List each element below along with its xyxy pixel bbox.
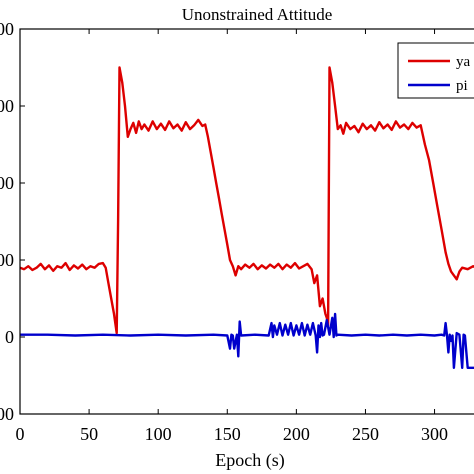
chart-title: Unonstrained Attitude [182,5,333,24]
x-tick-label: 150 [214,424,241,444]
y-tick-label: 00 [0,19,14,39]
x-tick-label: 200 [283,424,310,444]
x-tick-label: 300 [421,424,448,444]
series-layer [20,66,474,369]
legend-label-ya: ya [456,54,471,70]
y-tick-label: 00 [0,250,14,270]
y-tick-label: 00 [0,404,14,424]
legend-box [397,42,474,99]
x-tick-label: 250 [352,424,379,444]
x-axis-label: Epoch (s) [215,450,284,471]
x-tick-label: 0 [16,424,25,444]
legend: ya pi [397,42,474,99]
legend-label-pi: pi [456,78,468,94]
y-tick-label: 00 [0,96,14,116]
plot-frame [19,28,474,415]
x-tick-label: 50 [80,424,98,444]
series-line-pi [20,312,474,369]
y-tick-label: 00 [0,173,14,193]
x-axis: 0 50 100 150 200 250 300 [16,29,448,444]
x-tick-label: 100 [145,424,172,444]
y-tick-label: 0 [5,327,14,347]
series-line-ya [20,66,474,335]
